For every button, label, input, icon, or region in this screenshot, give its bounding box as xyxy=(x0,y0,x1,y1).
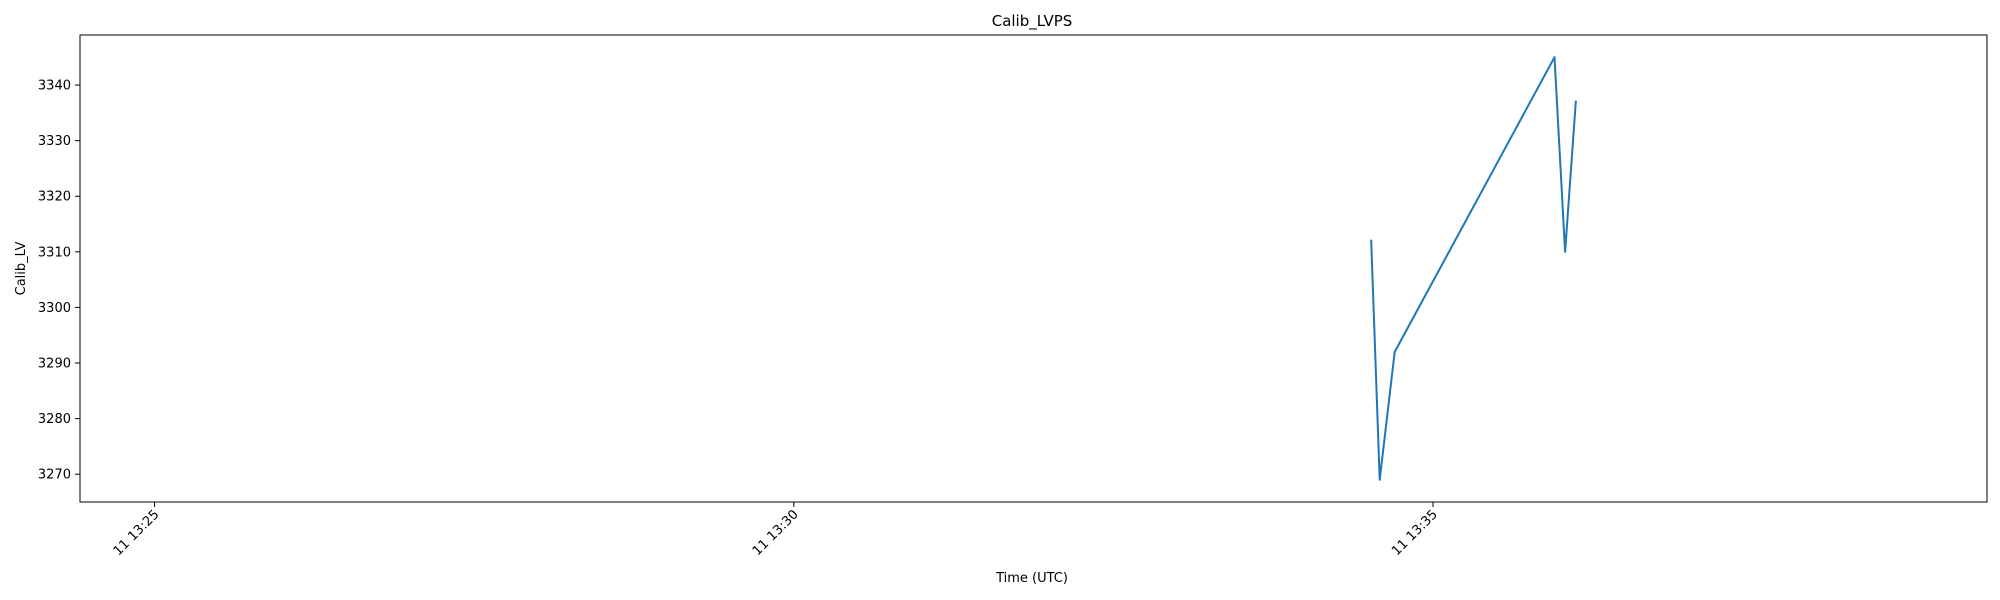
x-tick-label: 11 13:25 xyxy=(111,507,163,559)
plot-area xyxy=(80,35,1987,502)
y-tick-label: 3280 xyxy=(38,412,71,427)
data-point xyxy=(1564,250,1567,253)
y-tick-label: 3320 xyxy=(38,190,71,205)
y-tick-label: 3270 xyxy=(38,468,71,483)
series-layer xyxy=(1370,56,1577,481)
data-point xyxy=(1574,100,1577,103)
y-tick-label: 3340 xyxy=(38,79,71,94)
data-point xyxy=(1393,350,1396,353)
plot-frame xyxy=(79,34,1988,503)
y-tick-label: 3310 xyxy=(38,245,71,260)
chart-title: Calib_LVPS xyxy=(992,12,1073,31)
x-axis-label: Time (UTC) xyxy=(995,571,1068,586)
x-tick-label: 11 13:35 xyxy=(1389,507,1441,559)
y-tick-label: 3330 xyxy=(38,134,71,149)
x-tick-label: 11 13:30 xyxy=(750,507,802,559)
data-point xyxy=(1378,478,1381,481)
y-axis: 3270 3280 3290 3300 3310 3320 3330 3340 xyxy=(38,79,80,483)
y-tick-label: 3300 xyxy=(38,301,71,316)
y-tick-label: 3290 xyxy=(38,357,71,372)
y-axis-label: Calib_LV xyxy=(14,242,29,296)
series-line xyxy=(1370,56,1577,481)
x-axis: 11 13:25 11 13:30 11 13:35 xyxy=(111,502,1441,559)
data-point xyxy=(1553,56,1556,59)
data-point xyxy=(1370,239,1373,242)
